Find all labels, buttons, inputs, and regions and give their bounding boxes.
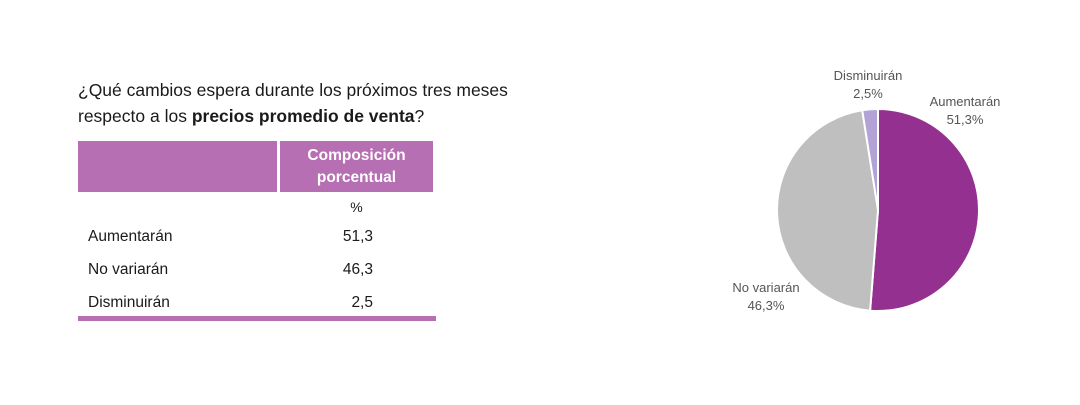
- slice-disminuiran: [861, 107, 879, 211]
- question-prefix: ¿Qué cambios espera durante los próximos…: [78, 80, 508, 126]
- row-value-no-variaran: 46,3: [342, 261, 373, 278]
- question-suffix: ?: [414, 106, 425, 126]
- row-value-aumentaran: 51,3: [342, 228, 373, 245]
- slice-no-variaran: [776, 109, 880, 312]
- label-disminuiran-value: 2,5%: [853, 86, 883, 101]
- label-no-variaran-value: 46,3%: [748, 298, 785, 313]
- table-bottom-rule: [78, 316, 436, 321]
- slice-aumentaran: [869, 107, 981, 312]
- table-header-composicion: Composición porcentual: [280, 141, 433, 192]
- row-value-disminuiran: 2,5: [351, 294, 373, 311]
- row-label-disminuiran: Disminuirán: [88, 294, 170, 311]
- unit-label: %: [350, 199, 363, 215]
- label-aumentaran-value: 51,3%: [947, 112, 984, 127]
- label-aumentaran-name: Aumentarán: [930, 94, 1001, 109]
- label-disminuiran-name: Disminuirán: [834, 68, 903, 83]
- question-text: ¿Qué cambios espera durante los próximos…: [78, 77, 518, 129]
- row-label-aumentaran: Aumentarán: [88, 228, 173, 245]
- pie-chart: Aumentarán 51,3% No variarán 46,3% Disminuir…: [732, 68, 1001, 313]
- table-header-blank: [78, 141, 277, 192]
- question-bold: precios promedio de venta: [191, 106, 415, 126]
- row-label-no-variaran: No variarán: [88, 261, 169, 278]
- header-line-2: porcentual: [316, 168, 397, 186]
- label-no-variaran-name: No variarán: [732, 280, 799, 295]
- header-line-1: Composición: [307, 146, 406, 164]
